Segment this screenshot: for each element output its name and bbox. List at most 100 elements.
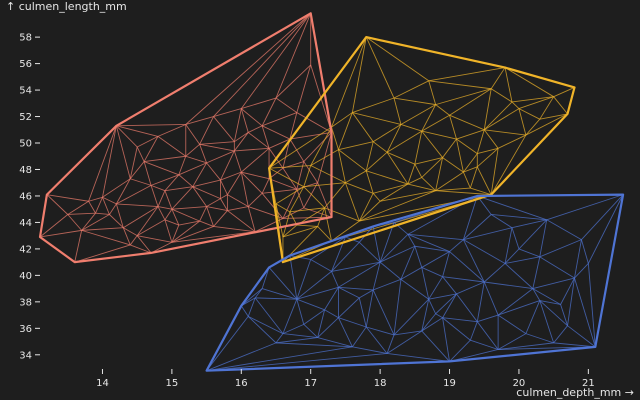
mesh-edge [199,141,235,145]
mesh-edge [74,244,131,263]
mesh-edge [560,277,575,305]
mesh-edge [122,227,131,246]
y-tick-label: 50 [19,139,32,150]
mesh-edge [532,288,541,301]
mesh-edge [504,263,534,289]
mesh-edge [206,150,235,164]
mesh-edge [241,97,277,110]
mesh-edge [421,130,443,158]
mesh-edge [338,149,346,183]
mesh-edge [296,64,312,113]
mesh-edge [95,197,103,214]
mesh-edge [574,263,589,279]
mesh-edge [303,309,325,325]
mesh-edge [476,166,492,195]
mesh-edge [324,182,346,209]
mesh-edge [449,114,485,131]
mesh-edge [407,233,464,241]
mesh-edge [400,278,429,300]
mesh-edge [567,325,596,348]
mesh-edge [581,194,624,240]
mesh-edge [157,124,186,137]
mesh-edge [192,186,221,200]
mesh-edge [414,246,423,268]
mesh-edge [421,251,450,268]
mesh-edge [255,297,297,300]
mesh-edge [282,211,291,238]
mesh-edge [379,261,402,280]
mesh-edge [185,116,214,125]
mesh-edge [359,190,436,222]
mesh-edge [386,151,416,165]
mesh-edge [539,300,555,344]
mesh-edge [241,171,270,180]
mesh-edge [338,286,360,299]
mesh-edge [483,129,499,149]
mesh-edge [463,153,478,173]
mesh-edge [261,112,297,127]
mesh-edge [109,214,124,229]
mesh-edge [296,189,305,209]
y-axis-label: ↑ culmen_length_mm [6,0,127,13]
mesh-edge [240,172,249,207]
mesh-edge [442,317,478,323]
mesh-edge [241,147,270,173]
mesh-edge [435,104,450,116]
y-tick-label: 40 [19,271,32,282]
mesh-edge [518,108,540,120]
mesh-edge [352,112,402,125]
mesh-edge [366,170,409,185]
mesh-edge [282,333,318,339]
mesh-edge [171,186,194,210]
mesh-edge [352,346,388,354]
mesh-edge [553,96,568,115]
mesh-edge [317,309,326,338]
mesh-edge [157,206,166,220]
mesh-edge [567,277,575,326]
mesh-edge [213,108,242,117]
mesh-edge [171,225,214,243]
mesh-edge [338,112,353,150]
mesh-edge [574,239,582,279]
mesh-edge [109,203,117,215]
mesh-edge [115,178,131,205]
mesh-edge [268,178,297,190]
mesh-edge [46,194,89,202]
mesh-edge [372,141,388,153]
mesh-edge [504,256,540,264]
mesh-edge [115,125,131,179]
mesh-edge [269,165,311,169]
x-tick-label: 21 [582,378,595,389]
mesh-edge [296,299,305,325]
mesh-edge [289,112,298,140]
mesh-edge [275,203,284,238]
mesh-edge [539,256,575,279]
mesh-edge [39,214,69,238]
mesh-edge [150,174,179,186]
mesh-edge [518,219,548,250]
mesh-edge [407,177,422,185]
mesh-edge [116,184,152,205]
x-axis-label: culmen_depth_mm → [516,386,634,399]
mesh-edge [428,299,437,314]
mesh-edge [81,227,124,231]
mesh-edge [123,227,138,237]
mesh-edge [484,108,520,131]
mesh-edge [477,147,499,155]
mesh-edge [449,349,499,362]
mesh-edge [587,263,596,347]
mesh-edge [504,67,513,103]
mesh-edge [247,192,263,207]
mesh-edge [192,162,207,187]
mesh-edge [296,286,339,300]
mesh-edge [317,337,353,348]
mesh-edge [498,342,554,350]
mesh-edge [490,67,506,89]
mesh-edge [331,112,353,128]
mesh-edge [310,165,346,184]
mesh-edge [331,271,339,288]
mesh-edge [324,287,339,311]
mesh-edge [261,193,284,219]
mesh-edge [539,239,582,258]
